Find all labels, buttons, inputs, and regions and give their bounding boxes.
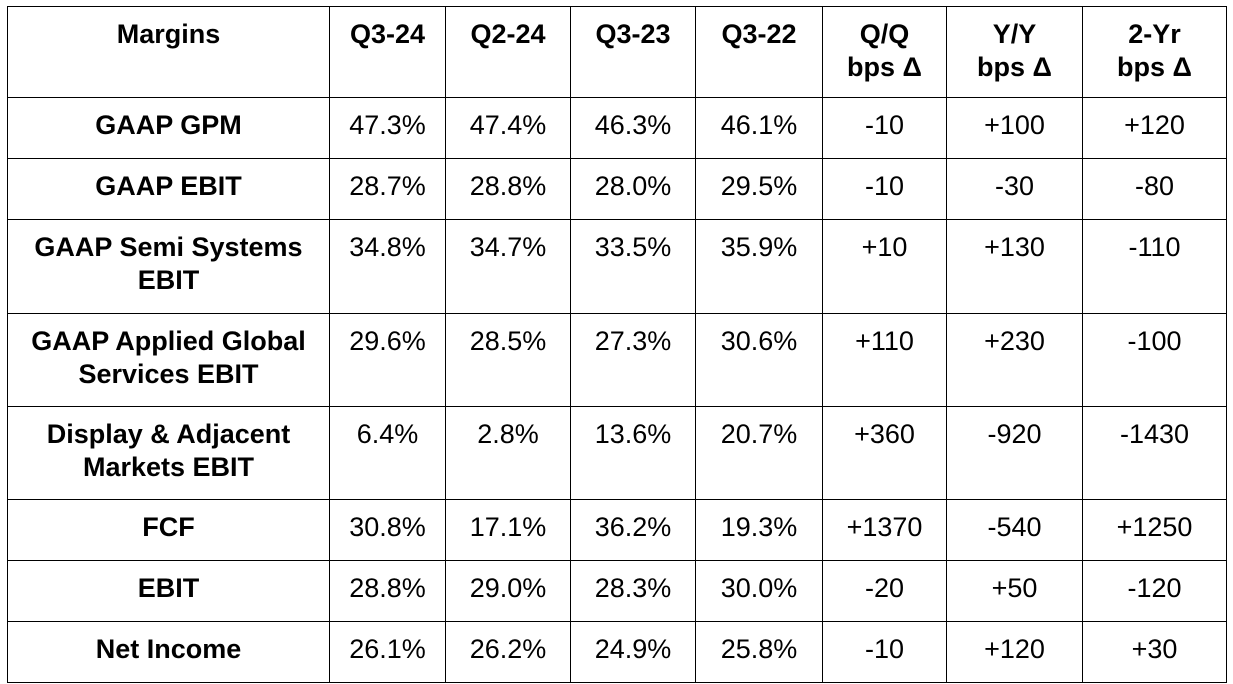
table-cell: 28.5% <box>445 313 571 407</box>
header-cell-q3-23: Q3-23 <box>570 6 696 98</box>
table-cell: -540 <box>946 499 1083 561</box>
header-cell-q3-22: Q3-22 <box>695 6 823 98</box>
table-row: GAAP Semi Systems EBIT 34.8% 34.7% 33.5%… <box>7 219 1227 314</box>
table-cell: 28.7% <box>329 158 446 220</box>
header-cell-margins: Margins <box>7 6 330 98</box>
header-row: Margins Q3-24 Q2-24 Q3-23 Q3-22 Q/Q bps Δ… <box>7 6 1227 98</box>
table-row: FCF 30.8% 17.1% 36.2% 19.3% +1370 -540 +… <box>7 499 1227 561</box>
table-cell: +30 <box>1082 621 1227 683</box>
header-cell-q3-24: Q3-24 <box>329 6 446 98</box>
table-cell: +1250 <box>1082 499 1227 561</box>
table-cell: 46.3% <box>570 97 696 159</box>
table-cell: 28.8% <box>445 158 571 220</box>
table-cell: -10 <box>822 97 947 159</box>
table-row: Display & Adjacent Markets EBIT 6.4% 2.8… <box>7 406 1227 500</box>
table-cell: -10 <box>822 158 947 220</box>
row-label: GAAP Semi Systems EBIT <box>7 219 330 314</box>
table-cell: 30.8% <box>329 499 446 561</box>
row-label: Display & Adjacent Markets EBIT <box>7 406 330 500</box>
table-cell: 26.1% <box>329 621 446 683</box>
table-cell: 28.8% <box>329 560 446 622</box>
row-label: Net Income <box>7 621 330 683</box>
row-label: FCF <box>7 499 330 561</box>
table-cell: 36.2% <box>570 499 696 561</box>
table-cell: +120 <box>946 621 1083 683</box>
table-cell: -80 <box>1082 158 1227 220</box>
table-cell: 30.6% <box>695 313 823 407</box>
table-cell: 28.3% <box>570 560 696 622</box>
table-cell: 34.8% <box>329 219 446 314</box>
table-cell: -120 <box>1082 560 1227 622</box>
table-row: GAAP GPM 47.3% 47.4% 46.3% 46.1% -10 +10… <box>7 97 1227 159</box>
table-cell: 29.6% <box>329 313 446 407</box>
table-cell: 47.3% <box>329 97 446 159</box>
table-cell: 33.5% <box>570 219 696 314</box>
header-cell-yy-bps: Y/Y bps Δ <box>946 6 1083 98</box>
table-cell: 6.4% <box>329 406 446 500</box>
table-cell: -1430 <box>1082 406 1227 500</box>
row-label: GAAP EBIT <box>7 158 330 220</box>
table-cell: 30.0% <box>695 560 823 622</box>
table-cell: 17.1% <box>445 499 571 561</box>
table-row: GAAP Applied Global Services EBIT 29.6% … <box>7 313 1227 407</box>
margins-table: Margins Q3-24 Q2-24 Q3-23 Q3-22 Q/Q bps Δ… <box>7 6 1227 683</box>
table-row: EBIT 28.8% 29.0% 28.3% 30.0% -20 +50 -12… <box>7 560 1227 622</box>
table-cell: 29.5% <box>695 158 823 220</box>
table-cell: +10 <box>822 219 947 314</box>
table-cell: +100 <box>946 97 1083 159</box>
table-cell: 24.9% <box>570 621 696 683</box>
table-cell: 34.7% <box>445 219 571 314</box>
table-cell: +120 <box>1082 97 1227 159</box>
table-cell: 19.3% <box>695 499 823 561</box>
table-cell: -30 <box>946 158 1083 220</box>
table-row: Net Income 26.1% 26.2% 24.9% 25.8% -10 +… <box>7 621 1227 683</box>
header-cell-qq-bps: Q/Q bps Δ <box>822 6 947 98</box>
table-cell: 20.7% <box>695 406 823 500</box>
header-cell-q2-24: Q2-24 <box>445 6 571 98</box>
table-cell: 28.0% <box>570 158 696 220</box>
row-label: EBIT <box>7 560 330 622</box>
table-cell: +110 <box>822 313 947 407</box>
table-cell: 27.3% <box>570 313 696 407</box>
row-label: GAAP Applied Global Services EBIT <box>7 313 330 407</box>
table-cell: 35.9% <box>695 219 823 314</box>
table-cell: +1370 <box>822 499 947 561</box>
table-cell: -110 <box>1082 219 1227 314</box>
table-cell: +130 <box>946 219 1083 314</box>
table-cell: +230 <box>946 313 1083 407</box>
table-row: GAAP EBIT 28.7% 28.8% 28.0% 29.5% -10 -3… <box>7 158 1227 220</box>
table-cell: -20 <box>822 560 947 622</box>
table-cell: 25.8% <box>695 621 823 683</box>
table-cell: 46.1% <box>695 97 823 159</box>
table-cell: -100 <box>1082 313 1227 407</box>
table-cell: 2.8% <box>445 406 571 500</box>
table-cell: +360 <box>822 406 947 500</box>
table-cell: -10 <box>822 621 947 683</box>
table-cell: 47.4% <box>445 97 571 159</box>
table-cell: 29.0% <box>445 560 571 622</box>
row-label: GAAP GPM <box>7 97 330 159</box>
table-cell: 13.6% <box>570 406 696 500</box>
table-cell: -920 <box>946 406 1083 500</box>
table-cell: 26.2% <box>445 621 571 683</box>
table-cell: +50 <box>946 560 1083 622</box>
header-cell-2yr-bps: 2-Yr bps Δ <box>1082 6 1227 98</box>
